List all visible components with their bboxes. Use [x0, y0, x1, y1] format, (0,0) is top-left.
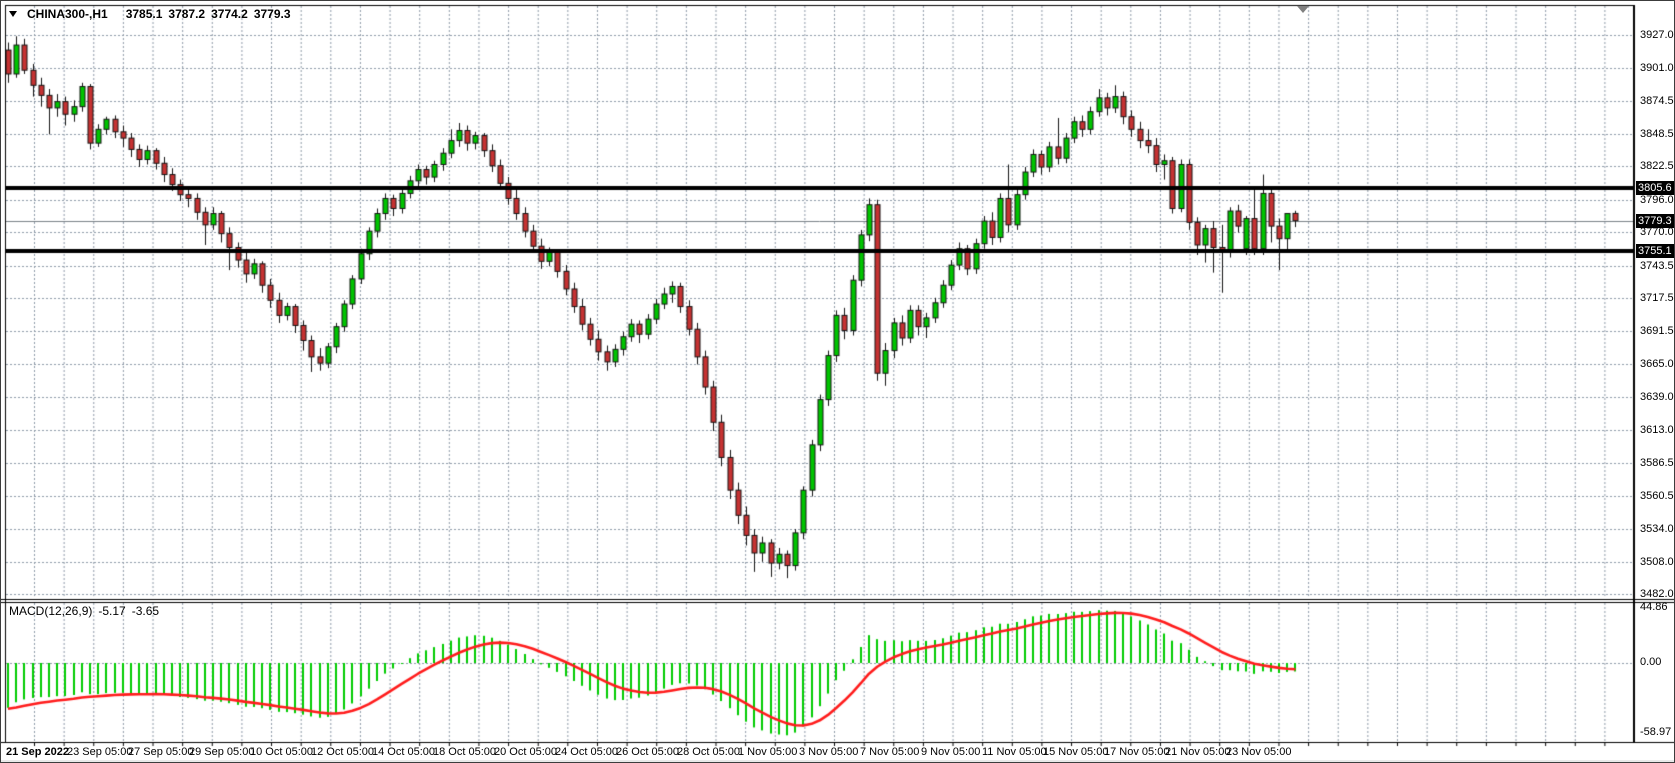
window-bottom-strip [1, 760, 1674, 762]
time-axis-label: 27 Sep 05:00 [128, 746, 194, 758]
time-axis-label: 20 Oct 05:00 [494, 746, 557, 758]
macd-axis-min-label: -58.97 [1640, 726, 1672, 738]
time-axis-label: 3 Nov 05:00 [799, 746, 859, 758]
price-axis-label: 3743.5 [1640, 259, 1674, 272]
price-axis-label: 3639.0 [1640, 391, 1674, 404]
price-axis-label: 3691.5 [1640, 325, 1674, 338]
price-axis-label: 3613.0 [1640, 423, 1674, 436]
time-axis-label: 17 Nov 05:00 [1104, 746, 1170, 758]
time-axis-label: 26 Oct 05:00 [616, 746, 679, 758]
time-axis-label: 24 Oct 05:00 [555, 746, 618, 758]
time-axis-label: 21 Nov 05:00 [1165, 746, 1231, 758]
price-axis-label: 3822.5 [1640, 160, 1674, 173]
time-axis-label: 7 Nov 05:00 [860, 746, 920, 758]
time-axis-label: 14 Oct 05:00 [372, 746, 435, 758]
price-axis-label: 3874.5 [1640, 95, 1674, 107]
time-axis-label: 18 Oct 05:00 [433, 746, 496, 758]
time-axis-label: 28 Oct 05:00 [677, 746, 740, 758]
time-axis-label: 21 Sep 2022 [6, 746, 69, 758]
price-axis-label: 3586.5 [1640, 457, 1674, 470]
ohlc-low-value: 3774.2 [211, 7, 248, 21]
macd-signal-value: -3.65 [131, 604, 160, 618]
price-axis-label: 3560.5 [1640, 489, 1674, 502]
price-axis-label: 3770.0 [1640, 226, 1674, 239]
time-axis-label: 10 Oct 05:00 [250, 746, 313, 758]
ohlc-open-value: 3785.1 [125, 7, 163, 21]
macd-main-value: -5.17 [98, 604, 126, 618]
resistance-price-badge: 3805.6 [1636, 180, 1674, 195]
time-axis-label: 23 Nov 05:00 [1226, 746, 1292, 758]
time-axis-label: 1 Nov 05:00 [738, 746, 798, 758]
support-price-badge: 3755.1 [1636, 244, 1674, 259]
time-axis-label: 12 Oct 05:00 [311, 746, 374, 758]
time-axis-label: 11 Nov 05:00 [982, 746, 1047, 758]
ohlc-close-value: 3779.3 [253, 7, 291, 21]
ohlc-high-value: 3787.2 [168, 7, 206, 21]
time-axis-label: 23 Sep 05:00 [67, 746, 133, 758]
current-price-badge: 3779.3 [1636, 213, 1674, 228]
price-axis-label: 3717.5 [1640, 292, 1674, 305]
macd-indicator-label: MACD(12,26,9) -5.17 -3.65 [9, 604, 159, 618]
price-axis-label: 3482.0 [1640, 588, 1674, 601]
price-axis-label: 3508.0 [1640, 555, 1674, 568]
price-axis-label: 3534.0 [1640, 523, 1674, 536]
macd-axis-zero-label: 0.00 [1640, 656, 1662, 668]
macd-axis-max-label: 44.86 [1640, 601, 1668, 613]
price-axis-label: 3848.5 [1640, 127, 1674, 140]
macd-name-label: MACD(12,26,9) [9, 604, 93, 618]
chart-shift-marker-icon[interactable] [1297, 6, 1309, 13]
time-axis-label: 15 Nov 05:00 [1043, 746, 1109, 758]
symbol-ohlc-overlay: CHINA300-,H1 3785.1 3787.2 3774.2 3779.3 [9, 7, 291, 21]
time-axis-label: 9 Nov 05:00 [921, 746, 981, 758]
price-axis-label: 3901.0 [1640, 61, 1674, 74]
price-axis-label: 3665.0 [1640, 358, 1674, 371]
price-axis-label: 3927.0 [1640, 29, 1674, 41]
time-axis-label: 29 Sep 05:00 [189, 746, 255, 758]
price-axis-label: 3796.0 [1640, 193, 1674, 206]
symbol-period-label: CHINA300-,H1 [27, 7, 108, 21]
symbol-dropdown-icon[interactable] [9, 11, 17, 17]
